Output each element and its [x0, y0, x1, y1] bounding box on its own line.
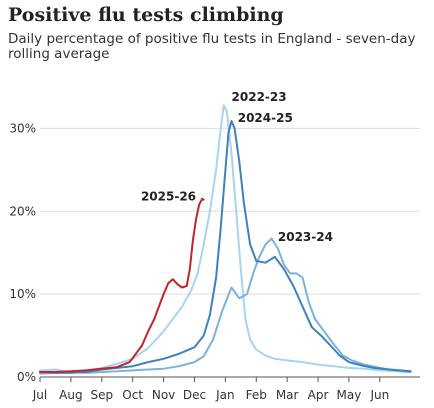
series-line-2025-26 — [39, 197, 205, 373]
y-tick-label: 10% — [9, 287, 36, 301]
x-tick-label: Nov — [152, 388, 175, 402]
series-line-2022-23 — [39, 104, 412, 373]
series-label-2024-25: 2024-25 — [238, 111, 293, 125]
x-tick-label: Dec — [183, 388, 206, 402]
series-label-2023-24: 2023-24 — [278, 230, 333, 244]
y-tick-label: 0% — [17, 370, 36, 384]
x-tick-label: Oct — [122, 388, 143, 402]
series-label-2025-26: 2025-26 — [141, 190, 196, 204]
series-lines — [39, 104, 412, 375]
chart-title: Positive flu tests climbing — [8, 4, 284, 26]
x-tick-label: Jul — [32, 388, 47, 402]
x-tick-label: Sep — [90, 388, 113, 402]
y-tick-label: 20% — [9, 204, 36, 218]
x-tick-label: Feb — [246, 388, 267, 402]
x-tick-label: Jan — [215, 388, 235, 402]
gridlines — [40, 127, 420, 378]
x-tick-label: May — [337, 388, 362, 402]
x-axis-ticks: Jul Aug Sep Oct Nov Dec Jan Feb Mar Apr May Jun — [32, 377, 389, 402]
series-labels: 2022-23 2024-25 2023-24 2025-26 — [141, 90, 333, 244]
y-axis-ticks: 0% 10% 20% 30% — [9, 121, 36, 384]
x-tick-label: Apr — [308, 388, 329, 402]
x-tick-label: Mar — [276, 388, 299, 402]
series-line-2024-25 — [39, 120, 412, 374]
chart-subtitle: Daily percentage of positive flu tests i… — [8, 31, 416, 62]
series-label-2022-23: 2022-23 — [232, 90, 287, 104]
series-line-2023-24 — [39, 237, 412, 375]
x-tick-label: Jun — [369, 388, 389, 402]
x-tick-label: Aug — [59, 388, 82, 402]
y-tick-label: 30% — [9, 121, 36, 135]
